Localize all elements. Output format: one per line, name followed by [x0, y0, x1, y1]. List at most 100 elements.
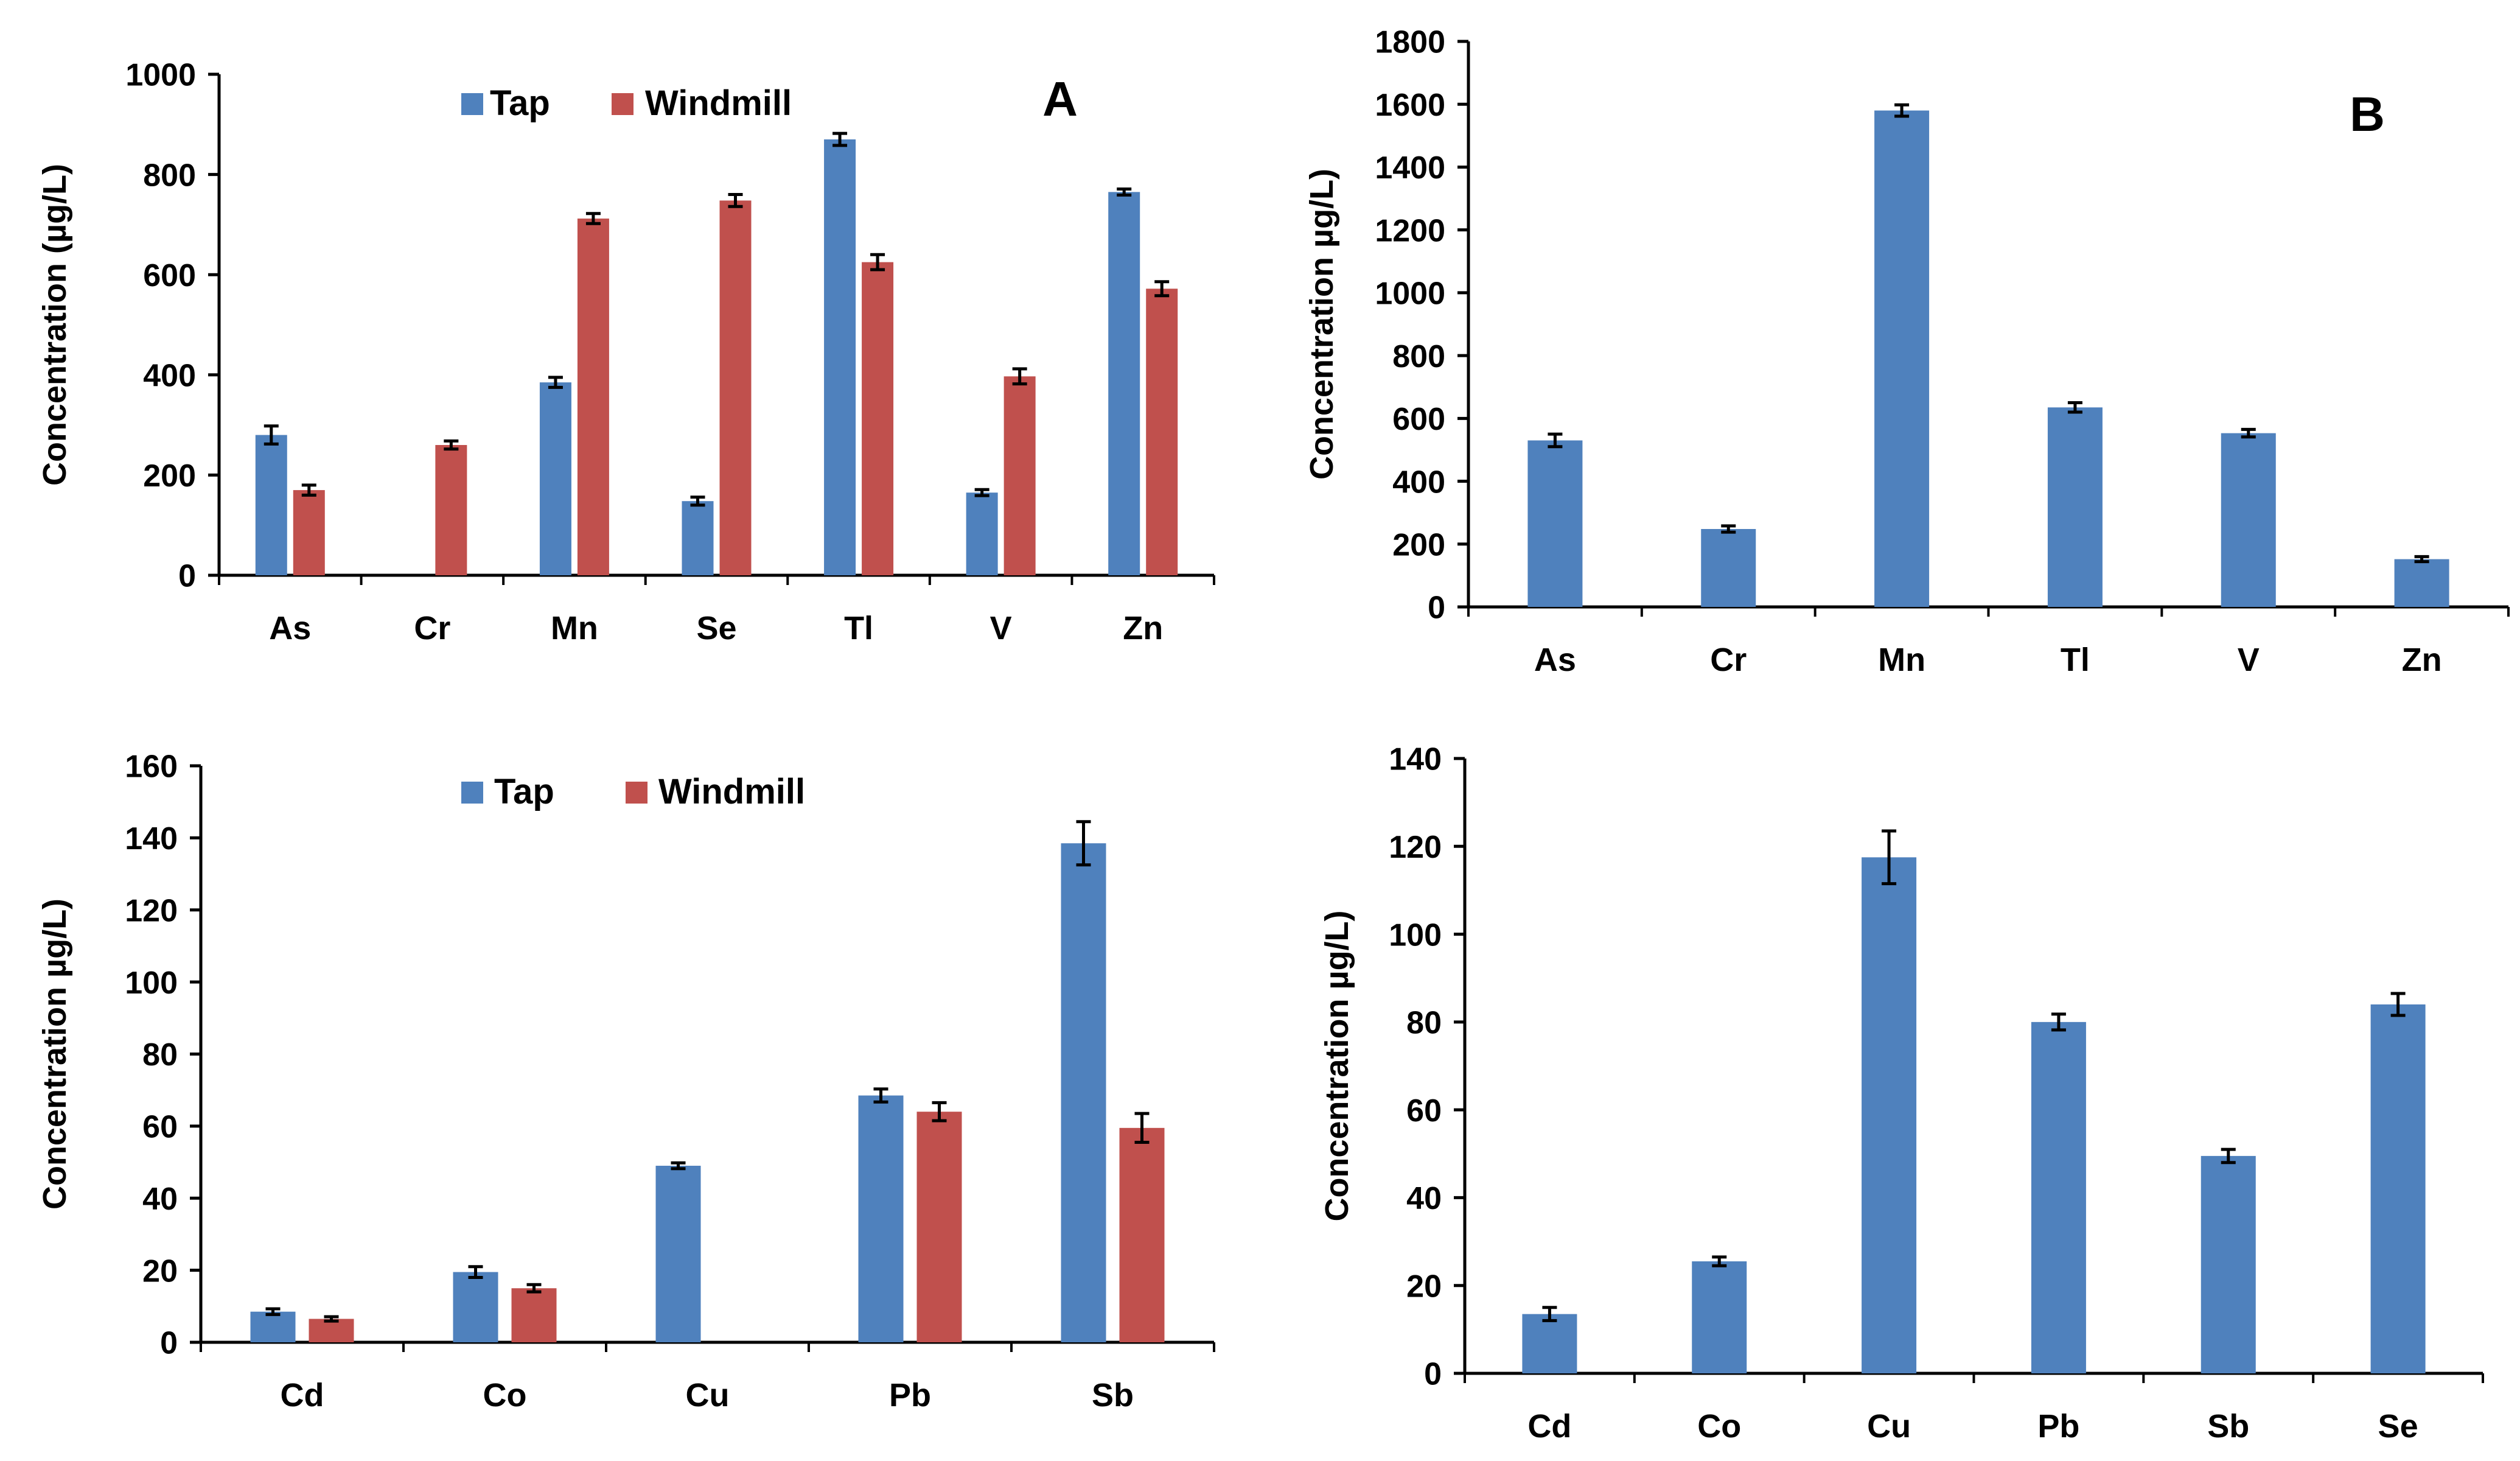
x-category-label: Mn — [551, 610, 598, 646]
x-category-label: Cu — [1867, 1408, 1911, 1445]
y-tick-label: 1800 — [1375, 25, 1445, 60]
y-tick-label: 400 — [143, 359, 196, 394]
y-tick-label: 160 — [125, 749, 178, 785]
legend-swatch-tap — [461, 782, 483, 804]
bar-tap-sb — [1061, 843, 1106, 1342]
x-category-label: Cr — [414, 610, 450, 646]
y-tick-label: 400 — [1392, 464, 1445, 500]
x-category-label: Co — [483, 1377, 527, 1414]
y-tick-label: 80 — [1406, 1006, 1442, 1041]
bar-tap-cd — [1522, 1314, 1577, 1373]
x-category-label: Cr — [1710, 642, 1747, 678]
bar-tap-v — [2221, 433, 2276, 607]
x-category-label: As — [1534, 642, 1576, 678]
bar-tap-tl — [2047, 407, 2103, 607]
y-tick-label: 100 — [1389, 917, 1442, 953]
y-tick-label: 600 — [1392, 402, 1445, 437]
bar-windmill-v — [1003, 376, 1036, 575]
bar-windmill-mn — [577, 219, 609, 575]
y-tick-label: 60 — [142, 1110, 178, 1145]
bar-windmill-cd — [309, 1319, 354, 1342]
y-tick-label: 0 — [160, 1326, 178, 1361]
chart-panel-bottom-left: 0 20 40 60 80 100 120 140 160 Concentration µg/L)… — [37, 749, 1215, 1414]
y-tick-label: 20 — [1406, 1269, 1442, 1304]
y-tick-label: 120 — [1389, 830, 1442, 865]
bar-tap-zn — [1108, 192, 1140, 575]
x-category-label: Sb — [1092, 1377, 1134, 1414]
x-category-label: Cd — [1527, 1408, 1571, 1445]
x-category-label: Tl — [844, 610, 873, 646]
bar-windmill-sb — [1119, 1127, 1165, 1342]
bar-windmill-zn — [1146, 289, 1178, 575]
y-tick-label: 80 — [142, 1037, 178, 1073]
y-axis-label: Concentration µg/L) — [1319, 910, 1355, 1221]
x-category-label: Sb — [2207, 1408, 2249, 1445]
bar-windmill-pb — [916, 1112, 962, 1342]
y-tick-label: 1000 — [125, 58, 196, 93]
y-tick-label: 40 — [1406, 1181, 1442, 1216]
y-axis-label: Concentration (µg/L) — [37, 164, 73, 486]
y-tick-label: 200 — [1392, 527, 1445, 562]
y-tick-label: 600 — [143, 258, 196, 293]
bar-tap-v — [966, 492, 998, 575]
bar-tap-as — [1527, 440, 1583, 607]
bar-windmill-se — [719, 200, 752, 575]
legend-label-windmill: Windmill — [658, 772, 805, 811]
y-tick-label: 1400 — [1375, 150, 1445, 186]
legend-swatch-windmill — [612, 93, 633, 115]
x-category-label: Co — [1697, 1408, 1741, 1445]
x-category-label: As — [269, 610, 311, 646]
legend-label-tap: Tap — [494, 772, 554, 811]
bar-windmill-cr — [435, 445, 467, 575]
bar-tap-co — [1692, 1261, 1747, 1373]
bar-tap-cr — [1701, 529, 1756, 607]
x-category-label: V — [2238, 642, 2260, 678]
panel-letter-b: B — [2350, 87, 2385, 141]
x-category-label: Tl — [2061, 642, 2090, 678]
bar-tap-tl — [824, 139, 856, 576]
x-category-label: Zn — [1123, 610, 1163, 646]
bar-tap-co — [453, 1272, 498, 1342]
y-tick-label: 1200 — [1375, 213, 1445, 248]
x-category-label: Mn — [1878, 642, 1925, 678]
y-tick-label: 200 — [143, 458, 196, 494]
bar-tap-sb — [2201, 1155, 2256, 1373]
y-axis-label: Concentration µg/L) — [1304, 169, 1340, 480]
y-tick-label: 140 — [1389, 742, 1442, 777]
x-category-label: Se — [2378, 1408, 2418, 1445]
bar-tap-se — [682, 501, 714, 575]
y-tick-label: 100 — [125, 965, 178, 1001]
bar-tap-pb — [2031, 1021, 2086, 1373]
y-tick-label: 0 — [1424, 1357, 1442, 1392]
bar-tap-cd — [250, 1311, 296, 1342]
legend-swatch-windmill — [626, 782, 647, 804]
bar-tap-mn — [539, 382, 571, 575]
y-tick-label: 40 — [142, 1182, 178, 1217]
y-tick-label: 1000 — [1375, 276, 1445, 312]
bar-tap-cu — [1862, 857, 1917, 1373]
y-tick-label: 60 — [1406, 1093, 1442, 1129]
y-tick-label: 0 — [1428, 590, 1445, 626]
x-category-label: Pb — [889, 1377, 931, 1414]
chart-panel-top-right: 0 200 400 600 800 1000 1200 1400 1600 1800 Concent… — [1304, 25, 2510, 678]
y-tick-label: 140 — [125, 821, 178, 857]
x-category-label: Cd — [281, 1377, 324, 1414]
legend-label-tap: Tap — [490, 83, 550, 123]
bar-tap-mn — [1874, 110, 1930, 608]
legend-swatch-tap — [461, 93, 483, 115]
bar-windmill-as — [293, 490, 325, 575]
bar-windmill-tl — [862, 262, 894, 575]
bar-tap-pb — [858, 1095, 904, 1342]
x-category-label: Pb — [2037, 1408, 2079, 1445]
x-category-label: Cu — [686, 1377, 730, 1414]
bar-windmill-co — [511, 1288, 557, 1342]
x-category-label: Zn — [2402, 642, 2442, 678]
y-tick-label: 1600 — [1375, 88, 1445, 123]
bar-tap-as — [255, 435, 287, 575]
bar-tap-zn — [2394, 559, 2449, 607]
chart-panel-bottom-right: 0 20 40 60 80 100 120 140 Concentration µg/L) Cd C… — [1319, 742, 2484, 1445]
x-category-label: Se — [696, 610, 736, 646]
x-category-label: V — [990, 610, 1012, 646]
